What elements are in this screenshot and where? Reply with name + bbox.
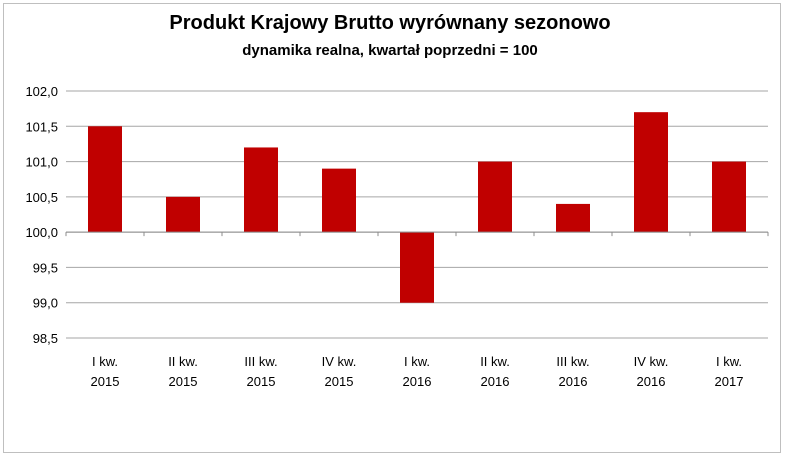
y-tick-label: 98,5 <box>33 331 58 346</box>
bar <box>166 196 200 233</box>
x-tick-label: III kw. 2016 <box>556 354 589 389</box>
x-tick-label: I kw. 2016 <box>403 354 432 389</box>
chart-title: Produkt Krajowy Brutto wyrównany sezonow… <box>169 12 611 34</box>
chart-subtitle: dynamika realna, kwartał poprzedni = 100 <box>242 42 538 59</box>
x-tick-label: II kw. 2016 <box>480 354 510 389</box>
x-tick-label: II kw. 2015 <box>168 354 198 389</box>
y-tick-label: 101,0 <box>25 155 58 170</box>
bar <box>478 161 512 233</box>
bar <box>244 147 278 233</box>
y-tick-label: 99,0 <box>33 296 58 311</box>
y-tick-label: 100,5 <box>25 190 58 205</box>
bar <box>322 168 356 233</box>
x-tick-label: IV kw. 2016 <box>634 354 669 389</box>
bar <box>88 126 122 233</box>
bar <box>400 232 434 303</box>
y-tick-label: 102,0 <box>25 84 58 99</box>
x-tick-label: IV kw. 2015 <box>322 354 357 389</box>
y-tick-label: 99,5 <box>33 260 58 275</box>
bar <box>634 112 668 233</box>
x-tick-label: I kw. 2015 <box>91 354 120 389</box>
y-tick-label: 100,0 <box>25 225 58 240</box>
x-tick-label: III kw. 2015 <box>244 354 277 389</box>
bar <box>556 203 590 233</box>
bar <box>712 161 746 233</box>
x-tick-label: I kw. 2017 <box>715 354 744 389</box>
y-tick-label: 101,5 <box>25 119 58 134</box>
